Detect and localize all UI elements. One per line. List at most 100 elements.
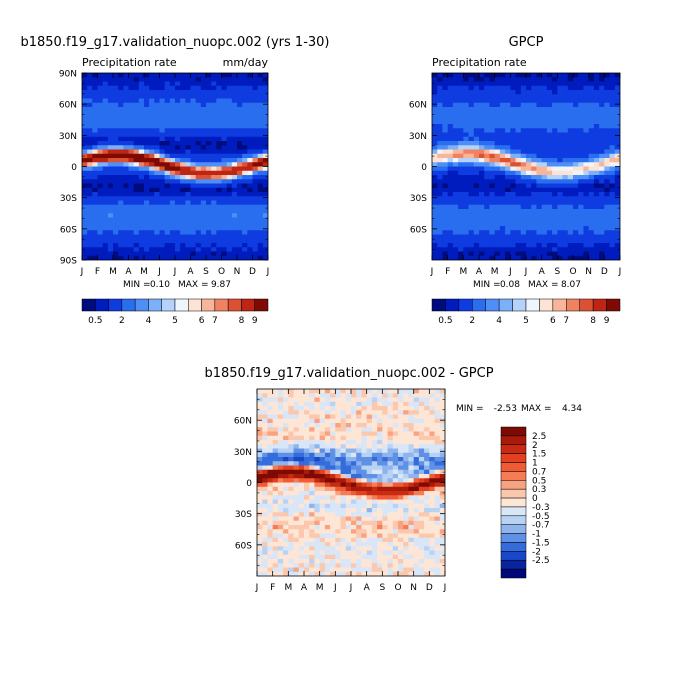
panel3-cell [314,435,321,441]
panel2-cell [473,145,480,151]
panel2-cell [463,230,470,236]
panel3-cell [293,427,300,433]
panel1-cell [211,149,217,155]
panel1-cell [247,234,254,240]
panel2-cell [505,243,511,248]
panel1-cell [164,94,171,100]
panel1-cell [195,234,202,240]
panel2-cell [489,124,496,129]
panel2-cell [452,196,459,202]
panel2-cell [452,230,459,236]
panel1-cell [102,192,109,197]
panel3-cell [434,431,441,437]
panel2-cell [489,226,496,231]
panel1-cell [185,217,192,223]
panel1-cell [169,153,176,159]
panel3-cell [288,427,295,433]
panel2-cell [468,166,475,172]
panel1-cell [262,234,268,240]
panel3-cell [429,554,436,560]
panel2-cell [468,128,475,134]
panel1-cell [107,221,114,227]
panel3-cell [356,465,363,471]
panel1-cell [211,226,217,231]
panel3-cell [314,448,321,454]
panel3-cell [272,444,279,450]
panel3-cell [439,435,445,441]
panel3-cell [413,465,420,471]
panel3-cell [366,406,373,411]
panel3-cell [429,427,436,433]
panel1-cell [221,149,228,155]
panel3-cell [324,554,331,560]
panel1-cell [107,128,114,134]
panel1-cell [113,175,119,180]
panel3-cell [257,563,263,569]
panel2-cell [536,158,543,163]
panel2-colorbar-swatch [539,298,554,312]
panel3-cell [392,423,399,428]
panel3-cell [371,486,378,492]
panel2-cell [588,115,595,121]
panel1-cell [262,209,268,214]
panel1-cell [159,162,166,168]
panel2-cell [458,94,464,100]
panel1-cell [87,77,93,83]
panel1-cell [252,73,259,78]
panel1-cell [200,119,207,125]
panel2-cell [484,90,491,95]
panel2-cell [562,153,569,159]
panel2-cell [442,145,449,151]
panel3-cell [434,516,441,522]
panel2-cell [515,238,522,244]
panel1-cell [185,85,192,91]
panel2-cell [505,94,511,100]
panel3-cell [319,525,326,530]
panel2-cell [479,234,485,240]
panel2-cell [609,204,616,210]
panel2-cell [599,153,605,159]
panel3-cell [371,469,378,475]
panel1-cell [102,170,109,176]
panel1-cell [144,107,150,112]
panel2-cell [510,136,517,142]
panel1-cell [97,200,104,206]
panel3-cell [392,482,399,488]
panel1-cell [97,196,104,202]
panel3-cell [361,389,368,394]
panel3-cell [277,482,284,488]
panel2-cell [442,162,449,168]
panel1-cell [107,234,114,240]
panel2-cell [552,175,558,180]
panel3-cell [267,406,274,411]
panel2-cell [463,85,470,91]
panel3-cell [424,533,430,539]
panel2-cell [614,73,620,78]
panel2-cell [583,247,590,253]
panel2-cell [557,200,564,206]
panel1-cell [154,162,161,168]
panel1-cell [82,251,88,257]
panel3-cell [288,503,295,509]
panel1-cell [164,196,171,202]
panel1-cell [237,111,243,117]
panel2-cell [604,102,611,108]
panel3-cell [288,431,295,437]
panel1-cell [97,141,104,146]
panel1-cell [221,111,228,117]
panel2-cell [552,247,558,253]
panel2-cell [583,238,590,244]
panel3-cell [371,571,378,576]
panel2-cell [526,115,532,121]
panel3-cell [366,389,373,394]
panel1-cell [257,170,264,176]
panel2-cell [573,238,579,244]
panel2-cell [510,204,517,210]
panel3-cell [424,567,430,573]
panel2-cell [609,247,616,253]
panel1-colorbar-swatch [134,298,149,312]
panel3-cell [361,457,368,462]
panel3-cell [314,414,321,420]
panel3-cell [324,559,331,564]
panel1-cell [92,243,99,248]
